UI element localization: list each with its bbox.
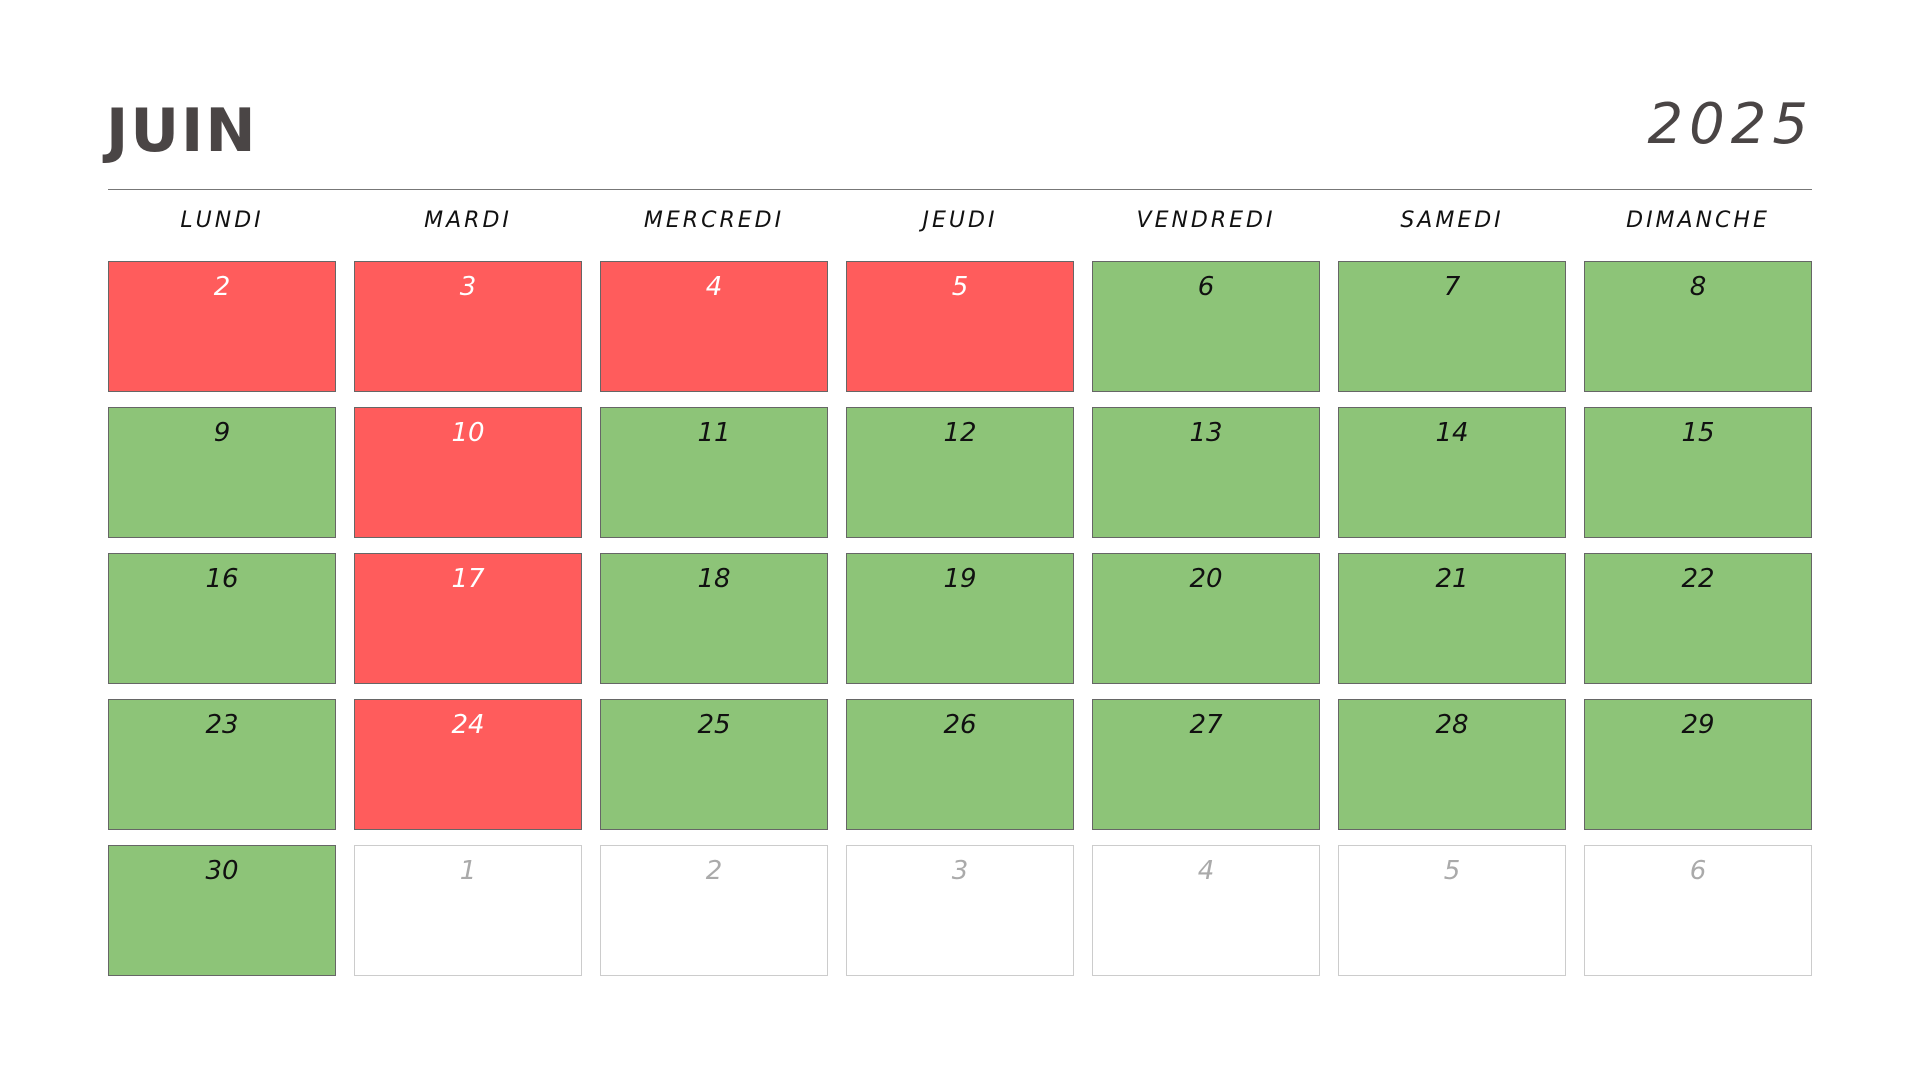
day-cell: 4	[600, 261, 828, 392]
day-cell: 16	[108, 553, 336, 684]
day-number: 21	[1435, 564, 1469, 594]
day-number: 27	[1189, 710, 1223, 740]
day-number: 29	[1681, 710, 1715, 740]
day-cell: 5	[846, 261, 1074, 392]
day-cell: 23	[108, 699, 336, 830]
day-cell: 2	[600, 845, 828, 976]
day-cell: 24	[354, 699, 582, 830]
day-number: 2	[705, 856, 723, 886]
day-number: 25	[697, 710, 731, 740]
day-number: 13	[1189, 418, 1223, 448]
day-number: 16	[205, 564, 239, 594]
day-number: 19	[943, 564, 977, 594]
day-cell: 1	[354, 845, 582, 976]
day-number: 20	[1189, 564, 1223, 594]
day-number: 5	[951, 272, 969, 302]
weekday-label: SAMEDI	[1400, 208, 1504, 233]
day-cell: 3	[354, 261, 582, 392]
day-cell: 28	[1338, 699, 1566, 830]
weekday-label: DIMANCHE	[1626, 208, 1770, 233]
day-number: 8	[1689, 272, 1707, 302]
day-number: 7	[1443, 272, 1461, 302]
weekday-label: MERCREDI	[643, 208, 785, 233]
weekday-label: JEUDI	[922, 208, 998, 233]
day-cell: 17	[354, 553, 582, 684]
day-number: 4	[705, 272, 723, 302]
day-cell: 27	[1092, 699, 1320, 830]
day-cell: 7	[1338, 261, 1566, 392]
day-cell: 6	[1584, 845, 1812, 976]
day-cell: 6	[1092, 261, 1320, 392]
day-cell: 5	[1338, 845, 1566, 976]
day-cell: 20	[1092, 553, 1320, 684]
day-cell: 3	[846, 845, 1074, 976]
day-number: 23	[205, 710, 239, 740]
day-cell: 14	[1338, 407, 1566, 538]
day-cell: 9	[108, 407, 336, 538]
day-cell: 26	[846, 699, 1074, 830]
day-number: 26	[943, 710, 977, 740]
day-number: 17	[451, 564, 485, 594]
day-cell: 19	[846, 553, 1074, 684]
day-cell: 15	[1584, 407, 1812, 538]
day-number: 3	[459, 272, 477, 302]
weekday-label: LUNDI	[180, 208, 264, 233]
day-number: 2	[213, 272, 231, 302]
day-cell: 29	[1584, 699, 1812, 830]
day-number: 15	[1681, 418, 1715, 448]
day-cell: 18	[600, 553, 828, 684]
day-number: 28	[1435, 710, 1469, 740]
day-number: 6	[1197, 272, 1215, 302]
day-cell: 2	[108, 261, 336, 392]
year: 2025	[1647, 92, 1814, 157]
day-number: 12	[943, 418, 977, 448]
day-number: 30	[205, 856, 239, 886]
day-cell: 10	[354, 407, 582, 538]
day-number: 24	[451, 710, 485, 740]
day-number: 22	[1681, 564, 1715, 594]
day-number: 14	[1435, 418, 1469, 448]
day-cell: 12	[846, 407, 1074, 538]
day-number: 9	[213, 418, 231, 448]
month-title: JUIN	[106, 96, 258, 166]
weekday-label: MARDI	[424, 208, 512, 233]
day-number: 4	[1197, 856, 1215, 886]
day-cell: 4	[1092, 845, 1320, 976]
day-cell: 25	[600, 699, 828, 830]
day-number: 1	[459, 856, 477, 886]
day-cell: 21	[1338, 553, 1566, 684]
day-cell: 11	[600, 407, 828, 538]
day-cell: 30	[108, 845, 336, 976]
day-number: 3	[951, 856, 969, 886]
divider	[108, 189, 1812, 190]
day-cell: 22	[1584, 553, 1812, 684]
day-number: 18	[697, 564, 731, 594]
weekday-label: VENDREDI	[1136, 208, 1276, 233]
day-cell: 13	[1092, 407, 1320, 538]
day-number: 6	[1689, 856, 1707, 886]
day-cell: 8	[1584, 261, 1812, 392]
day-number: 5	[1443, 856, 1461, 886]
day-number: 11	[697, 418, 731, 448]
day-number: 10	[451, 418, 485, 448]
